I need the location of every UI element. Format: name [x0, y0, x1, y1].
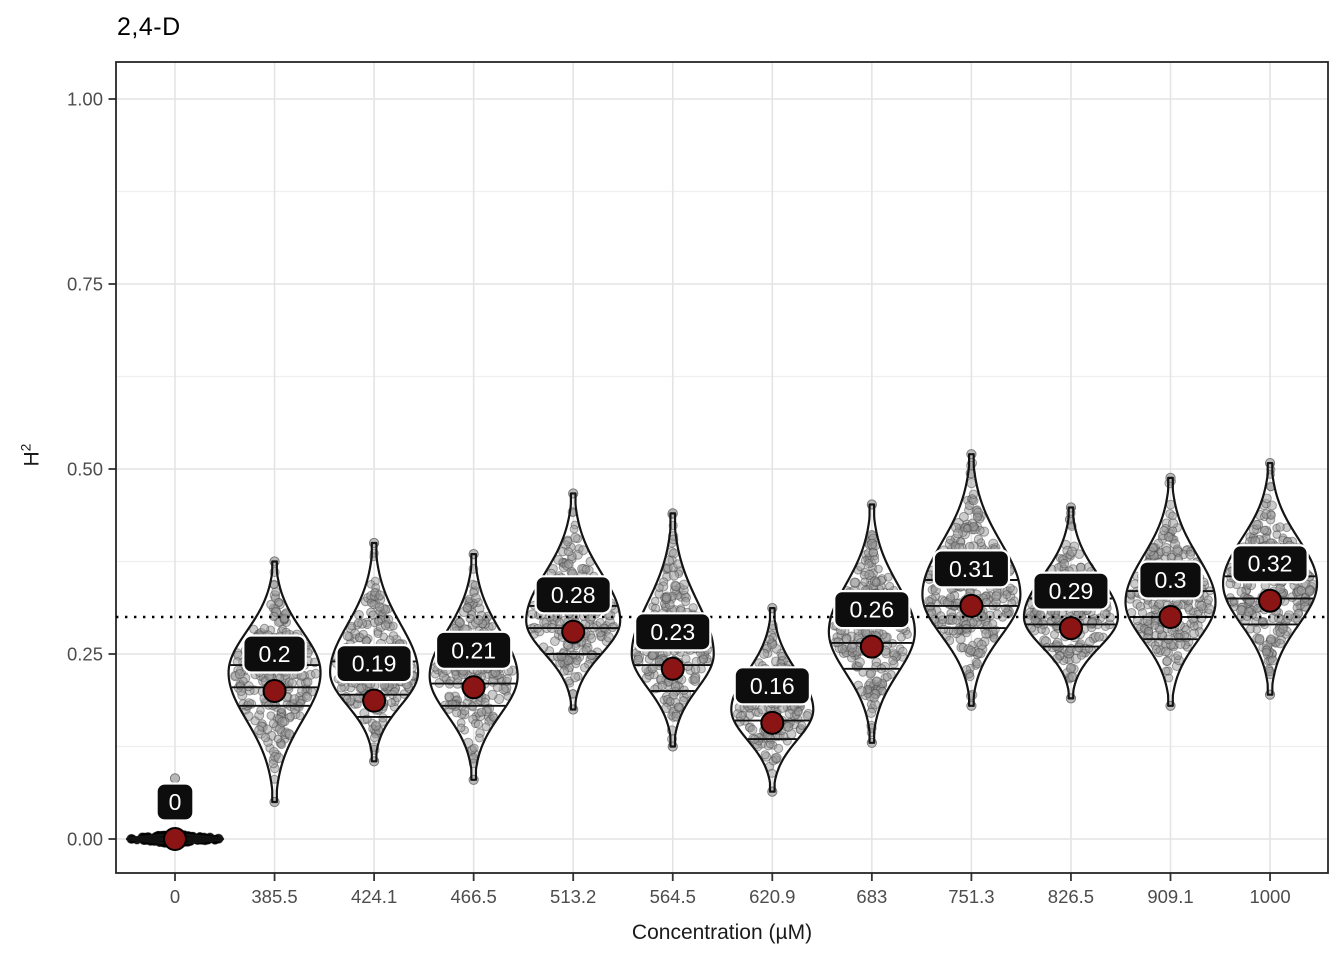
violin-outline — [525, 492, 622, 711]
x-tick-label: 513.2 — [550, 886, 596, 907]
x-tick-label: 0 — [170, 886, 180, 907]
x-tick-label: 1000 — [1249, 886, 1290, 907]
value-label-box — [932, 549, 1011, 589]
summary-point — [362, 688, 387, 713]
value-label: 0.32 — [1231, 544, 1309, 584]
value-label-box — [155, 782, 195, 822]
violin-outline — [1022, 506, 1120, 700]
value-label: 0.3 — [1138, 560, 1203, 600]
panel-border — [115, 61, 1329, 874]
summary-point — [561, 619, 586, 644]
value-label: 0.21 — [434, 630, 513, 670]
value-label-text: 0.19 — [352, 651, 397, 677]
panel-background — [116, 62, 1328, 873]
value-label-box — [733, 666, 812, 706]
value-label-text: 0.32 — [1248, 551, 1293, 577]
y-tick-label: 0.50 — [67, 459, 103, 480]
y-tick-label: 0.75 — [67, 274, 103, 295]
value-label: 0 — [155, 782, 195, 822]
summary-point — [1258, 588, 1283, 613]
value-label-text: 0.21 — [451, 637, 496, 663]
x-axis-title: Concentration (µM) — [631, 921, 813, 944]
value-label-box — [242, 634, 307, 674]
outlier-point — [169, 773, 181, 784]
x-tick-label: 564.5 — [650, 886, 696, 907]
violin-outline — [921, 453, 1022, 707]
summary-point — [959, 593, 984, 618]
violin-outline — [630, 512, 715, 748]
x-tick-label: 466.5 — [451, 886, 497, 907]
value-label-box — [634, 612, 712, 652]
value-label-box — [1138, 560, 1203, 600]
x-tick-label: 620.9 — [749, 886, 795, 907]
x-tick-label: 751.3 — [948, 886, 994, 907]
violin-outline — [730, 607, 815, 793]
value-label-text: 0 — [169, 789, 182, 815]
value-label: 0.31 — [932, 549, 1011, 589]
axes: 0.00 0.25 0.50 0.75 1.00 0 385.5 424.1 466.5 513.… — [67, 89, 1291, 908]
violin-outline — [329, 541, 420, 763]
violin-outline — [227, 560, 322, 804]
y-tick-label: 0.25 — [67, 644, 103, 665]
value-label: 0.29 — [1032, 571, 1110, 611]
x-tick-label: 683 — [856, 886, 887, 907]
value-label-text: 0.2 — [259, 641, 291, 667]
value-label: 0.23 — [634, 612, 712, 652]
value-label-box — [434, 630, 513, 670]
y-axis-title-superscript: 2 — [17, 443, 34, 452]
summary-point — [461, 675, 486, 700]
summary-point — [163, 827, 187, 851]
value-label-text: 0.29 — [1049, 578, 1094, 604]
value-label-box — [335, 644, 413, 684]
value-label-text: 0.23 — [650, 619, 695, 645]
y-axis-title-base: H — [20, 451, 44, 467]
value-label: 0.16 — [733, 666, 812, 706]
y-tick-label: 0.00 — [67, 829, 103, 850]
value-label-text: 0.28 — [551, 582, 596, 608]
summary-point — [1158, 605, 1183, 629]
summary-point — [1058, 616, 1083, 641]
chart-title: 2,4-D — [117, 13, 181, 41]
value-label: 0.28 — [534, 575, 612, 615]
violin-outline — [827, 503, 916, 744]
value-label-text: 0.26 — [849, 597, 894, 623]
summary-point — [262, 679, 287, 703]
violin-outline — [428, 553, 519, 781]
value-label: 0.19 — [335, 644, 413, 684]
summary-point — [660, 656, 685, 681]
y-axis-title: H2 — [18, 444, 45, 467]
summary-point — [760, 710, 785, 735]
summary-point — [859, 634, 884, 659]
value-label-text: 0.31 — [949, 556, 994, 582]
x-tick-label: 424.1 — [351, 886, 397, 907]
x-tick-label: 826.5 — [1048, 886, 1094, 907]
value-label-text: 0.16 — [750, 673, 795, 699]
violin-outline — [1124, 476, 1217, 707]
value-label-box — [534, 575, 612, 615]
value-label-box — [1231, 544, 1309, 584]
value-label: 0.26 — [833, 589, 911, 630]
value-label-box — [833, 589, 911, 630]
value-label-box — [1032, 571, 1110, 611]
value-label: 0.2 — [242, 634, 307, 674]
x-tick-label: 385.5 — [251, 886, 297, 907]
y-tick-label: 1.00 — [67, 89, 103, 110]
value-label-text: 0.3 — [1155, 567, 1187, 593]
x-tick-label: 909.1 — [1147, 886, 1193, 907]
